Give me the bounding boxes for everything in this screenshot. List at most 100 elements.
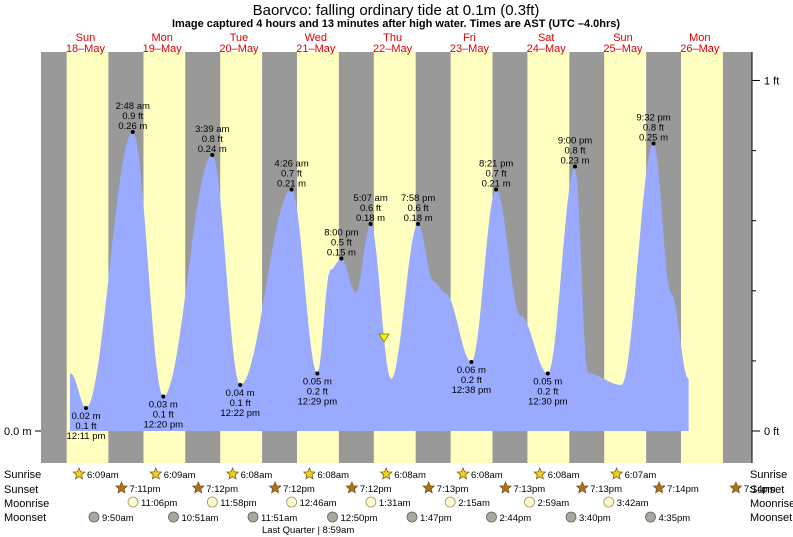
right-axis-label: 0 ft [764, 426, 779, 438]
day-name-label: Thu [383, 32, 402, 44]
current-tide-marker [378, 333, 390, 343]
day-name-label: Sun [76, 32, 96, 44]
moonset-time: 1:47pm [420, 513, 452, 524]
moonset-icon [645, 511, 656, 523]
tide-point [494, 187, 499, 192]
tide-point [210, 153, 215, 157]
sunset-time: 7:14pm [667, 484, 699, 495]
day-date-label: 19–May [143, 43, 183, 55]
moonset-time: 3:40pm [579, 513, 611, 524]
tide-meters-label: 0.06 m [457, 365, 486, 376]
chart-subtitle: Image captured 4 hours and 13 minutes af… [172, 18, 620, 30]
tide-feet-label: 0.7 ft [281, 169, 302, 180]
sunrise-time: 6:08am [471, 470, 503, 481]
sunrise-time: 6:08am [548, 470, 580, 481]
tide-point [315, 371, 320, 376]
tide-point [469, 360, 474, 364]
tide-point [651, 141, 656, 146]
moonrise-icon [286, 496, 298, 508]
sunset-time: 7:12pm [206, 484, 238, 495]
tide-time-label: 12:11 pm [67, 431, 106, 442]
sunrise-star-icon [302, 467, 316, 480]
tide-time-label: 8:21 pm [479, 159, 513, 170]
tide-time-label: 12:20 pm [143, 420, 183, 431]
sunset-time: 7:11pm [130, 484, 161, 495]
moonset-time: 2:44pm [500, 513, 532, 524]
day-date-label: 25–May [603, 43, 643, 55]
day-labels: Sun18–MayMon19–MayTue20–MayWed21–MayThu2… [66, 32, 720, 55]
moonrise-icon [365, 496, 377, 508]
tide-feet-label: 0.1 ft [230, 398, 251, 409]
day-name-label: Tue [230, 32, 249, 44]
tide-feet-label: 0.9 ft [122, 111, 143, 122]
moonset-icon [406, 511, 418, 523]
moonrise-time: 1:31am [379, 498, 411, 509]
tide-point [573, 164, 577, 169]
tide-feet-label: 0.5 ft [331, 238, 352, 249]
sunset-row-label-left: Sunset [4, 484, 38, 496]
tide-point [238, 383, 243, 387]
tide-feet-label: 0.2 ft [461, 375, 482, 386]
moonrise-icon [206, 496, 218, 508]
day-date-label: 23–May [450, 43, 490, 55]
moonrise-time: 11:58pm [220, 498, 256, 509]
sunrise-time: 6:07am [625, 470, 657, 481]
moonset-time: 4:35pm [659, 513, 691, 524]
tide-meters-label: 0.25 m [639, 133, 668, 144]
moonset-row-label-left: Moonset [4, 512, 46, 524]
moonrise-time: 12:46am [300, 498, 337, 509]
sunrise-star-icon [226, 467, 240, 480]
axes: 0 ft 1 ft 0.0 m [4, 52, 779, 463]
day-name-label: Sun [613, 32, 633, 44]
tide-meters-label: 0.18 m [404, 213, 433, 224]
moonset-icon [486, 511, 497, 523]
sunrise-time: 6:09am [164, 470, 196, 481]
moonrise-icon [444, 496, 456, 508]
tide-feet-label: 0.8 ft [564, 146, 585, 157]
day-name-label: Sat [538, 32, 555, 44]
sunrise-time: 6:09am [87, 470, 119, 481]
tide-feet-label: 0.2 ft [307, 387, 328, 398]
moonrise-time: 2:59am [538, 498, 570, 509]
tide-meters-label: 0.05 m [533, 377, 562, 388]
left-axis-label: 0.0 m [4, 426, 32, 438]
tide-meters-label: 0.21 m [482, 179, 511, 190]
sunset-star-icon [268, 481, 282, 494]
tide-point [368, 222, 373, 226]
moonrise-row-label-left: Moonrise [4, 498, 49, 510]
moonset-icon [327, 511, 338, 523]
tide-feet-label: 0.8 ft [643, 123, 664, 134]
tide-feet-label: 0.8 ft [202, 134, 223, 145]
tide-point [339, 256, 344, 261]
right-axis-label: 1 ft [764, 75, 779, 87]
tide-meters-label: 0.26 m [118, 121, 147, 132]
sunset-time: 7:13pm [590, 484, 622, 495]
moonrise-time: 2:15am [458, 498, 490, 509]
day-name-label: Wed [305, 32, 327, 44]
tide-time-label: 12:38 pm [452, 385, 492, 396]
tide-time-label: 8:00 pm [324, 228, 358, 239]
tide-meters-label: 0.18 m [356, 213, 385, 224]
moonset-icon [565, 511, 577, 523]
day-date-label: 22–May [373, 43, 413, 55]
moonset-icon [88, 511, 100, 523]
tide-time-label: 12:29 pm [298, 397, 338, 408]
day-date-label: 18–May [66, 43, 106, 55]
sunset-time: 7:14pm [744, 484, 776, 495]
tide-time-label: 12:22 pm [220, 408, 260, 419]
day-name-label: Mon [151, 32, 172, 44]
tide-meters-label: 0.23 m [560, 156, 589, 167]
sunrise-star-icon [456, 467, 470, 480]
sunrise-star-icon [533, 467, 547, 480]
tide-feet-label: 0.1 ft [75, 421, 96, 432]
moonset-row-label-right: Moonset [750, 512, 792, 524]
tide-point [289, 187, 294, 192]
tide-feet-label: 0.2 ft [537, 387, 558, 398]
tide-point [161, 394, 166, 399]
sunset-star-icon [191, 481, 205, 494]
sunset-star-icon [114, 481, 129, 494]
tide-meters-label: 0.21 m [277, 179, 306, 190]
sunset-time: 7:13pm [437, 484, 469, 495]
